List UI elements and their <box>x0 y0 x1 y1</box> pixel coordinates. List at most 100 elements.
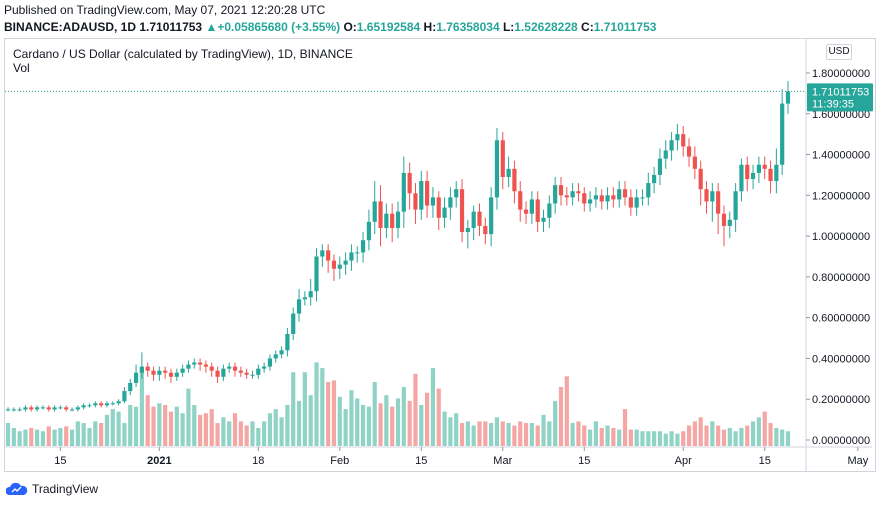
volume-bar <box>215 423 220 446</box>
candle-body <box>407 172 412 194</box>
volume-bar <box>419 405 424 446</box>
volume-bar <box>593 421 599 446</box>
candle-body <box>349 252 354 261</box>
candle-body <box>99 403 104 406</box>
volume-bar <box>780 429 785 446</box>
candle-body <box>168 372 174 377</box>
candle-body <box>279 350 284 355</box>
volume-bar <box>366 406 371 446</box>
volume-bar <box>570 423 575 446</box>
y-tick-label: 0.20000000 <box>812 394 870 406</box>
candle-body <box>593 195 599 200</box>
volume-bar <box>163 405 168 446</box>
low-label: L: <box>502 20 515 34</box>
price-tag <box>807 83 873 112</box>
volume-bar <box>122 423 127 446</box>
volume-bar <box>558 386 564 446</box>
y-tick-label: 0.00000000 <box>812 435 870 447</box>
volume-bar <box>430 368 436 446</box>
volume-bar <box>494 417 500 446</box>
volume-bar <box>372 382 377 446</box>
x-tick-label: Feb <box>330 455 349 467</box>
candle-body <box>436 197 441 218</box>
candle-body <box>308 291 313 298</box>
volume-bar <box>407 400 412 446</box>
candle-body <box>238 370 243 373</box>
volume-bar <box>477 421 482 446</box>
candle-body <box>244 372 249 375</box>
volume-bar <box>203 413 209 446</box>
volume-bar <box>58 427 63 446</box>
candle-body <box>582 193 587 204</box>
volume-bar <box>413 373 418 446</box>
volume-bar <box>227 421 232 446</box>
volume-bar <box>692 421 697 446</box>
candle-body <box>360 240 366 253</box>
volume-bar <box>128 405 133 446</box>
candle-body <box>430 197 436 206</box>
volume-bar <box>646 431 651 446</box>
volume-bar <box>29 427 34 446</box>
candle-body <box>489 197 494 235</box>
volume-bar <box>721 429 727 446</box>
candle-body <box>547 203 552 218</box>
candle-body <box>139 366 144 373</box>
candle-body <box>675 134 680 141</box>
volume-bar <box>81 423 86 446</box>
high-value: 1.76358034 <box>436 20 500 34</box>
volume-bar <box>640 431 645 446</box>
candle-body <box>250 374 255 376</box>
tradingview-logo[interactable]: TradingView <box>6 482 98 496</box>
candle-body <box>698 168 703 190</box>
candle-body <box>785 91 791 104</box>
candle-body <box>512 168 517 192</box>
candle-body <box>762 164 767 169</box>
volume-bar <box>541 414 546 446</box>
candle-body <box>686 146 692 157</box>
price-tag-countdown: 11:39:35 <box>812 98 854 110</box>
volume-bar <box>716 425 721 446</box>
volume-bar <box>681 431 686 446</box>
volume-bar <box>698 417 703 446</box>
x-tick-label: 15 <box>415 455 427 467</box>
currency-button[interactable]: USD <box>826 44 852 60</box>
candle-body <box>157 370 162 375</box>
volume-bar <box>244 425 249 446</box>
volume-bar <box>634 429 639 446</box>
candle-body <box>5 409 11 411</box>
candle-body <box>494 140 500 198</box>
y-tick-label: 0.60000000 <box>812 313 870 325</box>
volume-bar <box>587 429 593 446</box>
volume-bar <box>52 429 57 446</box>
candle-body <box>186 364 191 369</box>
candle-body <box>87 405 92 407</box>
candle-body <box>355 252 360 254</box>
candle-body <box>110 403 115 405</box>
volume-bar <box>308 395 313 446</box>
volume-bar <box>302 372 307 446</box>
volume-bar <box>529 423 534 446</box>
candle-body <box>46 407 51 410</box>
volume-bar <box>87 427 92 446</box>
candle-body <box>459 189 465 233</box>
candle-body <box>302 297 307 300</box>
candle-body <box>384 213 389 228</box>
volume-bar <box>384 395 389 446</box>
volume-bar <box>11 427 16 446</box>
candle-body <box>483 225 488 235</box>
candle-body <box>145 366 150 371</box>
volume-bar <box>425 392 430 446</box>
candle-body <box>692 156 697 169</box>
open-value: 1.65192584 <box>356 20 421 34</box>
volume-bar <box>756 417 761 446</box>
candle-body <box>93 403 98 406</box>
x-tick-label: Mar <box>493 455 512 467</box>
candle-body <box>564 195 569 198</box>
x-tick-label: 18 <box>252 455 264 467</box>
volume-bar <box>611 427 616 446</box>
candle-body <box>523 209 529 214</box>
volume-bar <box>296 400 302 446</box>
volume-bar <box>378 403 383 446</box>
volume-bar <box>40 431 46 446</box>
